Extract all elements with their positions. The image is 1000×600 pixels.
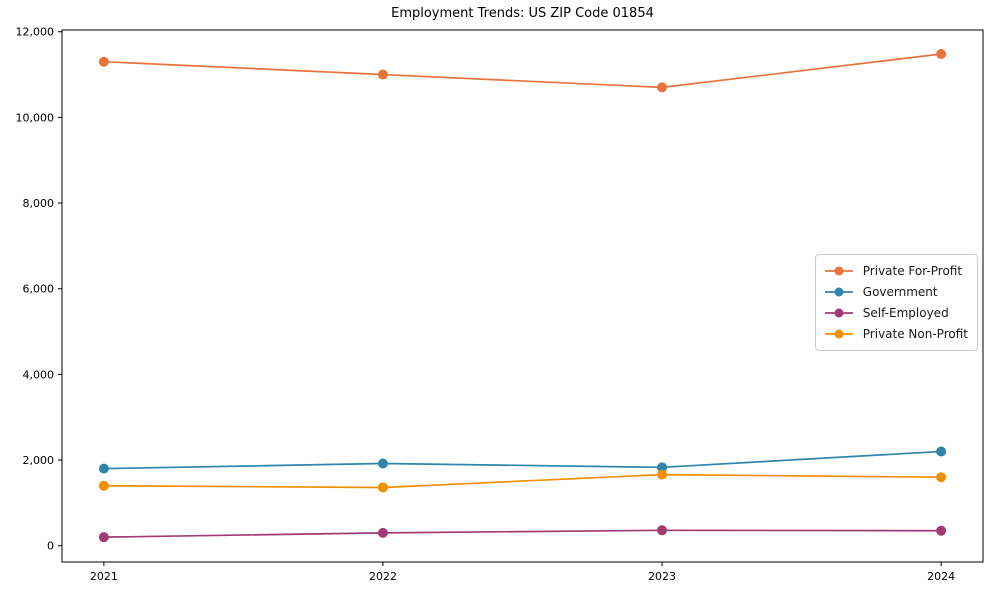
data-point-government-2021: [98, 463, 109, 474]
data-point-self-employed-2021: [98, 532, 109, 543]
legend-item-self-employed: Self-Employed: [824, 303, 968, 323]
legend-line-marker-icon: [824, 287, 853, 297]
legend-label: Private For-Profit: [862, 264, 963, 278]
legend-item-private-non-profit: Private Non-Profit: [824, 324, 968, 344]
legend-label: Self-Employed: [862, 306, 949, 320]
data-point-self-employed-2024: [936, 525, 947, 536]
legend-item-private-for-profit: Private For-Profit: [824, 261, 968, 281]
legend-line-marker-icon: [824, 308, 853, 318]
series-line-self-employed: [103, 529, 942, 539]
data-point-private-for-profit-2022: [377, 69, 388, 80]
x-axis-tick-label: 2024: [927, 570, 955, 583]
y-axis-tick-label: 8,000: [23, 197, 55, 210]
data-point-private-non-profit-2024: [936, 472, 947, 483]
y-axis-tick-label: 0: [47, 540, 54, 553]
x-axis-tick-label: 2021: [90, 570, 118, 583]
legend-item-government: Government: [824, 282, 968, 302]
legend-line-marker-icon: [824, 266, 853, 276]
y-axis-tick-label: 6,000: [23, 283, 55, 296]
series-line-government: [103, 450, 942, 470]
data-point-private-non-profit-2023: [657, 469, 668, 480]
data-point-self-employed-2023: [657, 525, 668, 536]
data-point-private-non-profit-2021: [98, 480, 109, 491]
data-point-government-2022: [377, 458, 388, 469]
data-point-government-2024: [936, 446, 947, 457]
chart-title: Employment Trends: US ZIP Code 01854: [391, 6, 654, 21]
legend-label: Private Non-Profit: [862, 327, 968, 341]
y-axis-tick-label: 2,000: [23, 454, 55, 467]
legend: Private For-Profit Government Self-Employe…: [814, 254, 978, 351]
data-point-private-for-profit-2024: [936, 48, 947, 59]
series-line-private-non-profit: [103, 473, 942, 489]
data-point-government-2023: [657, 462, 668, 473]
legend-label: Government: [862, 285, 938, 299]
series-line-private-for-profit: [103, 53, 942, 89]
data-point-private-for-profit-2023: [657, 82, 668, 93]
x-axis-tick-label: 2023: [648, 570, 676, 583]
data-point-private-for-profit-2021: [98, 56, 109, 67]
legend-line-marker-icon: [824, 329, 853, 339]
y-axis-tick-label: 12,000: [16, 26, 55, 39]
x-axis-tick-label: 2022: [369, 570, 397, 583]
y-axis-tick-label: 10,000: [16, 111, 55, 124]
y-axis-tick-label: 4,000: [23, 368, 55, 381]
data-point-private-non-profit-2022: [377, 482, 388, 493]
plot-border: [61, 29, 984, 563]
data-point-self-employed-2022: [377, 527, 388, 538]
